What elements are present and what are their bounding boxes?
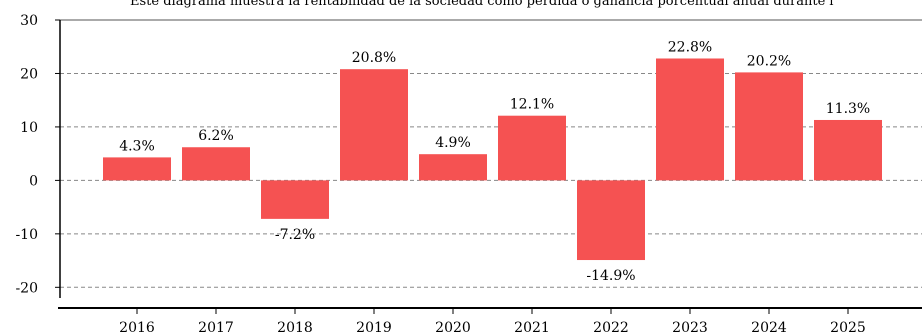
- bar-2024: [735, 72, 803, 181]
- bar-2022: [577, 180, 645, 261]
- x-tick-label: 2016: [119, 320, 155, 336]
- bar-2018: [261, 180, 329, 219]
- y-tick-label: 10: [20, 120, 38, 136]
- bar-2023: [656, 58, 724, 181]
- x-tick-label: 2018: [277, 320, 313, 336]
- data-label-2019: 20.8%: [352, 50, 396, 66]
- x-tick-label: 2024: [751, 320, 787, 336]
- x-tick-label: 2025: [830, 320, 866, 336]
- bar-2016: [103, 157, 171, 181]
- bar-2017: [182, 147, 250, 181]
- data-label-2025: 11.3%: [826, 101, 870, 117]
- y-tick-label: 30: [20, 13, 38, 29]
- data-label-2017: 6.2%: [198, 128, 234, 144]
- y-tick-label: -10: [15, 227, 38, 243]
- data-label-2024: 20.2%: [747, 53, 791, 69]
- data-label-2023: 22.8%: [668, 39, 712, 55]
- data-label-2018: -7.2%: [275, 227, 315, 243]
- bar-2021: [498, 115, 566, 181]
- y-tick-label: 20: [20, 66, 38, 82]
- bar-2020: [419, 154, 487, 181]
- y-tick-label: 0: [29, 173, 38, 189]
- y-tick-label: -20: [15, 280, 38, 296]
- x-tick-label: 2017: [198, 320, 234, 336]
- bar-2025: [814, 119, 882, 181]
- x-tick-label: 2023: [672, 320, 708, 336]
- data-label-2020: 4.9%: [435, 135, 471, 151]
- data-label-2016: 4.3%: [119, 138, 155, 154]
- data-label-2021: 12.1%: [510, 97, 554, 113]
- bar-2019: [340, 69, 408, 181]
- chart-title: Este diagrama muestra la rentabilidad de…: [130, 0, 834, 9]
- x-tick-label: 2021: [514, 320, 550, 336]
- x-tick-label: 2019: [356, 320, 392, 336]
- x-tick-label: 2022: [593, 320, 629, 336]
- data-label-2022: -14.9%: [586, 268, 635, 284]
- x-tick-label: 2020: [435, 320, 471, 336]
